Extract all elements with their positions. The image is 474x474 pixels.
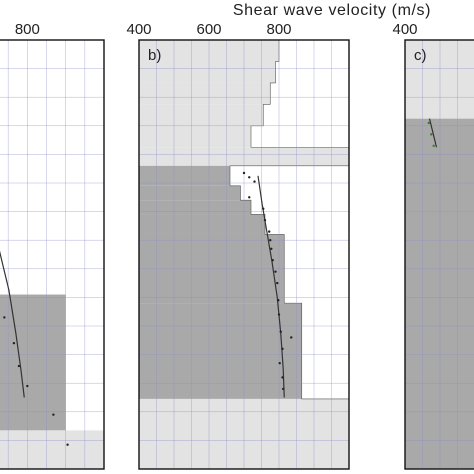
data-point [281, 376, 284, 379]
fit-line [0, 250, 25, 398]
x-tick-label: 800 [266, 21, 291, 38]
data-point [26, 384, 29, 388]
data-point [52, 413, 55, 416]
panel-3: 400 c) [392, 21, 474, 470]
data-point [430, 133, 433, 136]
data-point [253, 180, 256, 183]
velocity-band-9 [139, 200, 251, 215]
panel-label: b) [148, 47, 161, 64]
velocity-band-1 [0, 294, 66, 431]
data-point [271, 259, 274, 262]
data-point [277, 313, 281, 316]
velocity-band-2 [405, 118, 474, 469]
velocity-band-12 [139, 303, 302, 399]
data-point [3, 316, 6, 319]
data-point [248, 196, 251, 199]
data-point [279, 330, 282, 333]
x-axis-title: Shear wave velocity (m/s) [233, 2, 431, 19]
data-point [278, 361, 281, 365]
data-point [248, 176, 251, 179]
velocity-band-4 [139, 104, 264, 126]
velocity-band-2 [0, 430, 104, 469]
data-point [242, 171, 246, 175]
data-point [281, 347, 284, 351]
profile-outline [229, 40, 349, 469]
velocity-band-5 [139, 125, 251, 148]
data-point [268, 230, 271, 233]
data-point [277, 299, 280, 302]
data-point [12, 341, 16, 345]
data-point [427, 121, 430, 125]
panel-label: c) [414, 47, 427, 64]
fit-line [428, 118, 438, 148]
x-tick-label: 400 [126, 21, 151, 38]
panel-2: 400 600 800 b) [126, 21, 350, 470]
x-tick-label: 600 [196, 21, 221, 38]
panel-frame [0, 39, 105, 470]
panel-frame [404, 39, 474, 470]
x-tick-label: 800 [15, 21, 40, 38]
data-point [282, 387, 285, 391]
velocity-band-7 [139, 165, 230, 186]
panel-1: 800 [0, 21, 105, 470]
data-point [262, 207, 265, 210]
data-point [276, 281, 279, 285]
velocity-band-3 [139, 82, 271, 105]
data-point [269, 239, 272, 242]
data-point [66, 443, 69, 446]
data-point [290, 336, 293, 339]
data-point [263, 218, 267, 222]
panels: 800 400 600 800 b) 400 c) [0, 21, 474, 470]
velocity-band-8 [139, 185, 241, 201]
velocity-band-1 [405, 40, 474, 119]
data-point [17, 364, 21, 368]
data-point [432, 144, 435, 148]
panel-frame [138, 39, 350, 470]
velocity-band-10 [139, 214, 265, 235]
velocity-band-2 [139, 61, 276, 83]
x-tick-label: 400 [392, 21, 417, 38]
data-point [274, 270, 277, 273]
data-point [270, 247, 273, 250]
